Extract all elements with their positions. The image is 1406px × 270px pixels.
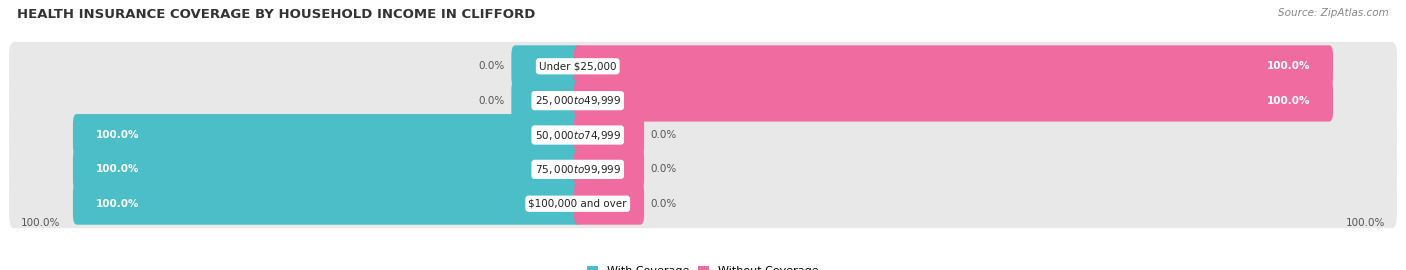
Text: 0.0%: 0.0% <box>479 61 505 71</box>
Text: 100.0%: 100.0% <box>20 218 59 228</box>
FancyBboxPatch shape <box>574 148 644 190</box>
FancyBboxPatch shape <box>73 183 582 225</box>
Text: 0.0%: 0.0% <box>651 130 676 140</box>
Text: 100.0%: 100.0% <box>96 130 139 140</box>
FancyBboxPatch shape <box>8 42 1398 91</box>
FancyBboxPatch shape <box>73 114 582 156</box>
Text: HEALTH INSURANCE COVERAGE BY HOUSEHOLD INCOME IN CLIFFORD: HEALTH INSURANCE COVERAGE BY HOUSEHOLD I… <box>17 8 536 21</box>
Text: 100.0%: 100.0% <box>1267 61 1310 71</box>
FancyBboxPatch shape <box>8 145 1398 194</box>
Text: 0.0%: 0.0% <box>479 96 505 106</box>
FancyBboxPatch shape <box>574 114 644 156</box>
FancyBboxPatch shape <box>8 76 1398 125</box>
FancyBboxPatch shape <box>574 80 1333 122</box>
Text: $100,000 and over: $100,000 and over <box>529 199 627 209</box>
Text: $50,000 to $74,999: $50,000 to $74,999 <box>534 129 621 141</box>
Text: $25,000 to $49,999: $25,000 to $49,999 <box>534 94 621 107</box>
FancyBboxPatch shape <box>512 45 582 87</box>
Text: 100.0%: 100.0% <box>1267 96 1310 106</box>
FancyBboxPatch shape <box>574 45 1333 87</box>
FancyBboxPatch shape <box>8 111 1398 159</box>
FancyBboxPatch shape <box>512 80 582 122</box>
Text: $75,000 to $99,999: $75,000 to $99,999 <box>534 163 621 176</box>
Text: 0.0%: 0.0% <box>651 199 676 209</box>
Text: 100.0%: 100.0% <box>1347 218 1386 228</box>
Text: Source: ZipAtlas.com: Source: ZipAtlas.com <box>1278 8 1389 18</box>
FancyBboxPatch shape <box>574 183 644 225</box>
FancyBboxPatch shape <box>8 179 1398 228</box>
Text: Under $25,000: Under $25,000 <box>538 61 616 71</box>
Text: 100.0%: 100.0% <box>96 199 139 209</box>
Legend: With Coverage, Without Coverage: With Coverage, Without Coverage <box>582 261 824 270</box>
Text: 0.0%: 0.0% <box>651 164 676 174</box>
Text: 100.0%: 100.0% <box>96 164 139 174</box>
FancyBboxPatch shape <box>73 148 582 190</box>
